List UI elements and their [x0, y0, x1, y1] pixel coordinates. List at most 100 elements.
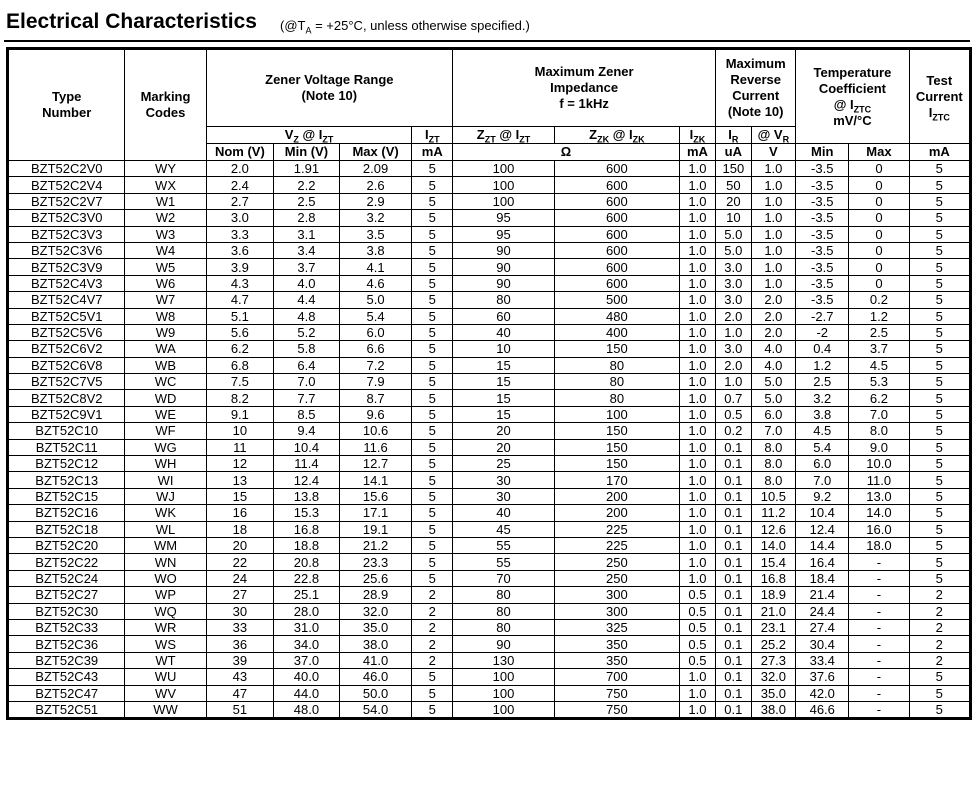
table-cell: 14.4	[795, 536, 850, 555]
header-temp-coefficient: Temperature Coefficient @ IZTC mV/°C	[795, 49, 910, 144]
table-cell: 0	[848, 241, 910, 260]
table-cell: 5	[411, 291, 454, 309]
table-cell: 5	[908, 438, 971, 457]
table-cell: 400	[553, 323, 680, 342]
table-cell: 5	[411, 323, 454, 342]
table-cell: -3.5	[795, 225, 850, 243]
table-cell: 5.2	[273, 323, 340, 342]
table-cell: 18.8	[273, 536, 340, 555]
table-cell: 0.1	[715, 700, 752, 719]
header-max-zener-impedance: Maximum Zener Impedance f = 1kHz	[452, 49, 717, 127]
table-cell: 0.5	[715, 405, 752, 424]
table-cell: 10.4	[795, 504, 850, 522]
table-cell: 5	[908, 241, 971, 260]
header-izt: IZT	[411, 126, 454, 144]
table-cell: 0.1	[715, 455, 752, 473]
table-cell: 13.0	[848, 487, 910, 506]
table-cell: 0	[848, 192, 910, 211]
table-cell: 200	[553, 504, 680, 522]
table-cell: BZT52C2V0	[7, 159, 126, 178]
table-cell: 250	[553, 569, 680, 588]
table-cell: -	[848, 553, 910, 571]
table-cell: 32.0	[338, 602, 413, 620]
table-cell: 5	[411, 225, 454, 243]
table-cell: 1.2	[795, 356, 850, 375]
table-cell: BZT52C3V3	[7, 225, 126, 243]
table-cell: 5	[411, 422, 454, 440]
table-cell: 1.0	[678, 209, 717, 227]
table-cell: 0.5	[678, 651, 717, 670]
table-cell: -3.5	[795, 258, 850, 276]
table-cell: 5.0	[750, 389, 797, 407]
table-cell: -3.5	[795, 241, 850, 260]
header-zzk-at-izk: ZZK @ IZK	[553, 126, 680, 144]
table-cell: 7.0	[848, 405, 910, 424]
table-cell: 54.0	[338, 700, 413, 719]
table-cell: 4.3	[205, 274, 275, 293]
table-cell: 80	[553, 389, 680, 407]
table-row: BZT52C18 WL 18 16.8 19.1 5 45 225 1.0 0.1 12.6 12.4…	[7, 520, 971, 538]
table-cell: 13.8	[273, 487, 340, 506]
table-cell: 1.0	[678, 536, 717, 555]
table-cell: 17.1	[338, 504, 413, 522]
table-cell: 0.1	[715, 536, 752, 555]
table-row: BZT52C3V6 W4 3.6 3.4 3.8 5 90 600 1.0 5.0 1.0 -3.5 0…	[7, 241, 971, 260]
table-cell: 6.2	[205, 340, 275, 358]
table-cell: 21.4	[795, 586, 850, 604]
table-cell: 325	[553, 618, 680, 637]
table-cell: 3.7	[273, 258, 340, 276]
table-cell: 0	[848, 159, 910, 178]
table-cell: 3.5	[338, 225, 413, 243]
table-cell: 51	[205, 700, 275, 719]
table-cell: 7.9	[338, 373, 413, 391]
table-cell: 45	[452, 520, 555, 538]
unit-max-v: Max (V)	[338, 143, 413, 161]
table-cell: 11.2	[750, 504, 797, 522]
table-cell: 0.5	[678, 635, 717, 653]
table-row: BZT52C22 WN 22 20.8 23.3 5 55 250 1.0 0.1 15.4 16.4…	[7, 553, 971, 571]
header-vz-at-izt: VZ @ IZT	[205, 126, 413, 144]
table-cell: 5	[908, 373, 971, 391]
table-cell: 1.0	[678, 455, 717, 473]
table-cell: 100	[452, 668, 555, 686]
unit-tc-max: Max	[848, 143, 910, 161]
table-cell: -3.5	[795, 192, 850, 211]
table-cell: BZT52C6V8	[7, 356, 126, 375]
table-cell: 2	[411, 602, 454, 620]
table-cell: 5	[908, 389, 971, 407]
table-cell: 5.6	[205, 323, 275, 342]
table-cell: 7.0	[795, 471, 850, 489]
table-cell: 5.1	[205, 307, 275, 325]
table-cell: 1.0	[678, 340, 717, 358]
table-cell: 5.4	[795, 438, 850, 457]
table-cell: 5	[411, 520, 454, 538]
table-cell: 5	[411, 504, 454, 522]
table-cell: 1.0	[678, 192, 717, 211]
table-cell: 60	[452, 307, 555, 325]
table-cell: 3.0	[715, 340, 752, 358]
table-cell: 9.6	[338, 405, 413, 424]
table-cell: 5	[411, 700, 454, 719]
table-row: BZT52C47 WV 47 44.0 50.0 5 100 750 1.0 0.1 35.0 42.…	[7, 684, 971, 702]
table-cell: 5.0	[338, 291, 413, 309]
table-cell: 5	[411, 455, 454, 473]
table-cell: 3.3	[205, 225, 275, 243]
table-cell: 55	[452, 536, 555, 555]
table-cell: 300	[553, 586, 680, 604]
table-cell: WM	[124, 536, 207, 555]
table-row: BZT52C2V7 W1 2.7 2.5 2.9 5 100 600 1.0 20 1.0 -3.5 0…	[7, 192, 971, 211]
table-cell: 1.0	[750, 209, 797, 227]
header-marking-codes: Marking Codes	[124, 49, 207, 161]
table-cell: 1.0	[678, 504, 717, 522]
table-cell: 12.7	[338, 455, 413, 473]
table-cell: 1.0	[678, 323, 717, 342]
table-cell: 30	[452, 471, 555, 489]
table-cell: 10	[452, 340, 555, 358]
table-cell: 2	[908, 635, 971, 653]
table-cell: 16.4	[795, 553, 850, 571]
table-cell: 2	[411, 651, 454, 670]
table-cell: 5	[908, 323, 971, 342]
table-cell: 11.6	[338, 438, 413, 457]
table-cell: BZT52C3V9	[7, 258, 126, 276]
table-cell: 5.0	[715, 225, 752, 243]
